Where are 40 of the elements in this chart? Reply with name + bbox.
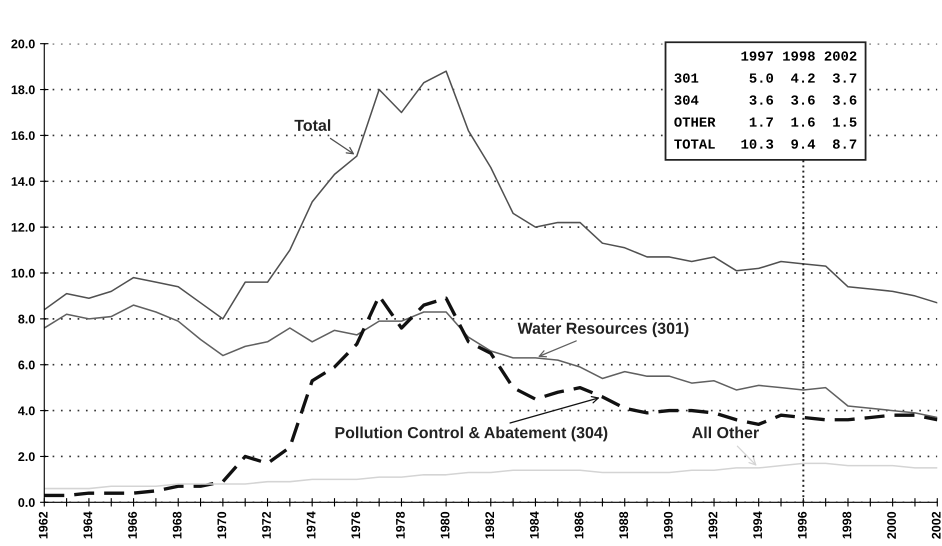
y-tick-label: 20.0 xyxy=(11,39,35,48)
x-tick-label: 1972 xyxy=(262,512,271,538)
x-tick-label: 1996 xyxy=(798,512,807,538)
x-tick-label: 1964 xyxy=(83,511,92,538)
x-tick-label: 1962 xyxy=(38,512,48,538)
y-tick-label: 2.0 xyxy=(18,452,35,462)
y-tick-label: 18.0 xyxy=(12,85,35,94)
x-tick-label: 1966 xyxy=(128,512,137,538)
series-label: Water Resources (301) xyxy=(518,322,688,338)
x-tick-label: 1992 xyxy=(708,512,718,538)
x-tick-label: 1984 xyxy=(530,511,539,538)
y-tick-label: 16.0 xyxy=(12,131,35,140)
y-tick-label: 0.0 xyxy=(18,498,35,507)
x-tick-label: 1968 xyxy=(172,512,182,538)
line-series xyxy=(44,70,938,320)
x-tick-label: 1974 xyxy=(306,511,316,538)
x-tick-label: 2000 xyxy=(887,512,896,539)
y-tick-label: 14.0 xyxy=(12,177,35,186)
text: Total xyxy=(294,119,330,131)
y-tick-label: 10.0 xyxy=(12,268,35,278)
x-tick-label: 1978 xyxy=(396,512,405,538)
series-label: All Other xyxy=(692,426,759,438)
line-series xyxy=(44,294,938,498)
x-tick-label: 1980 xyxy=(440,512,450,538)
x-tick-label: 1994 xyxy=(753,511,762,538)
x-tick-label: 1986 xyxy=(574,512,584,538)
x-tick-label: 1976 xyxy=(351,512,360,538)
series-label: Pollution Control & Abatement (304) xyxy=(336,426,608,442)
x-tick-label: 1970 xyxy=(217,512,226,538)
y-tick-label: 8.0 xyxy=(18,314,35,324)
x-tick-label: 1988 xyxy=(619,512,628,538)
line-series xyxy=(44,304,938,418)
x-tick-label: 1998 xyxy=(842,512,852,538)
y-tick-label: 6.0 xyxy=(18,360,35,370)
x-tick-label: 1982 xyxy=(485,512,494,538)
x-tick-label: 2002 xyxy=(932,512,941,539)
x-tick-label: 1990 xyxy=(664,512,673,538)
y-tick-label: 12.0 xyxy=(12,222,35,232)
annotation: 1997 1998 2002 301 5.0 4.2 3.7 304 3.6 3.6 3.6 OTHER 1.7 1.6 1.5 TOTAL 10.3 9.4 8.7 xyxy=(674,51,856,149)
y-tick-label: 4.0 xyxy=(18,406,35,416)
